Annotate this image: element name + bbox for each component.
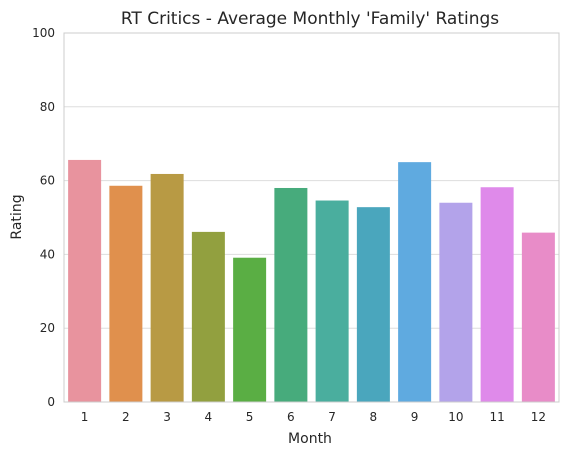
bar-month-12: [521, 232, 555, 402]
x-tick-label: 3: [163, 410, 171, 424]
x-tick-label: 9: [411, 410, 419, 424]
bar-month-6: [274, 187, 308, 402]
y-axis-label: Rating: [9, 194, 25, 239]
x-tick-label: 5: [246, 410, 254, 424]
y-tick-label: 100: [32, 26, 55, 40]
y-tick-label: 20: [40, 321, 55, 335]
x-tick-labels: 1 2 3 4 5 6 7 8 9 10 11 12: [81, 410, 546, 424]
x-tick-label: 7: [328, 410, 336, 424]
x-tick-label: 8: [370, 410, 378, 424]
x-tick-label: 12: [531, 410, 546, 424]
bar-month-1: [68, 159, 102, 402]
bars: [68, 159, 555, 402]
x-tick-label: 6: [287, 410, 295, 424]
bar-month-5: [233, 257, 267, 402]
x-axis-label: Month: [288, 431, 332, 447]
y-tick-label: 60: [40, 174, 55, 188]
plot-frame: [63, 32, 560, 403]
bar-month-2: [109, 185, 143, 402]
bar-month-8: [356, 207, 390, 402]
bar-month-10: [439, 202, 473, 402]
x-tick-label: 4: [205, 410, 213, 424]
y-tick-labels: 0 20 40 60 80 100: [32, 26, 55, 409]
x-tick-label: 10: [448, 410, 463, 424]
y-tick-label: 0: [47, 395, 55, 409]
x-tick-label: 11: [489, 410, 504, 424]
y-tick-label: 40: [40, 247, 55, 261]
chart-title: RT Critics - Average Monthly 'Family' Ra…: [121, 9, 499, 29]
bar-month-9: [398, 162, 432, 402]
bar-month-4: [191, 231, 225, 402]
bar-month-3: [150, 173, 184, 402]
bar-month-7: [315, 200, 349, 402]
x-tick-label: 2: [122, 410, 130, 424]
x-tick-label: 1: [81, 410, 89, 424]
bar-month-11: [480, 187, 514, 402]
y-tick-label: 80: [40, 100, 55, 114]
